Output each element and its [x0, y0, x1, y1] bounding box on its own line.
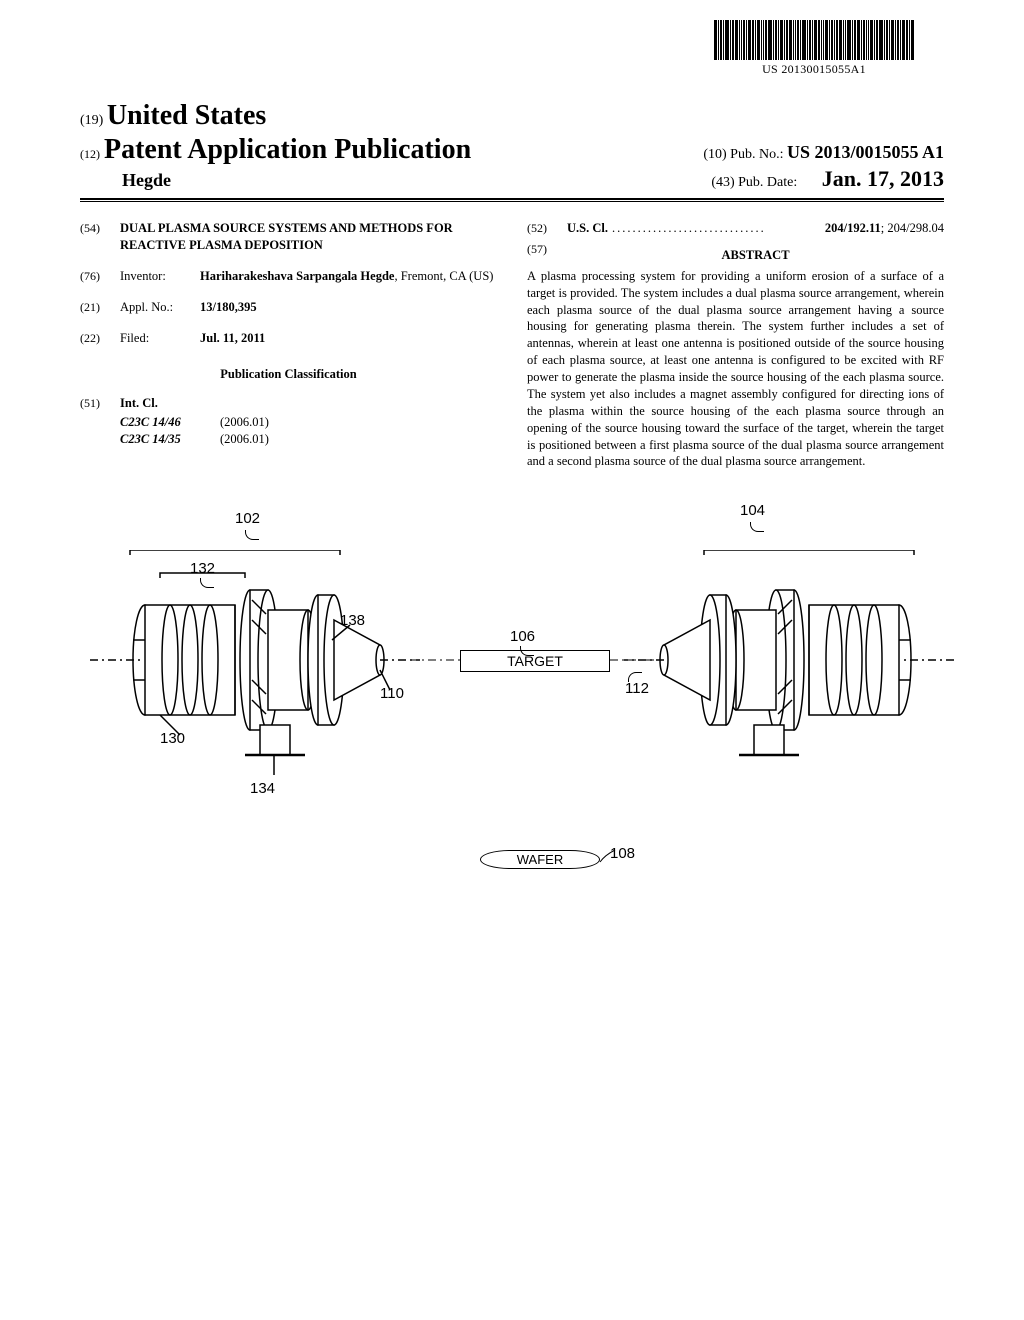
uscl-main: 204/192.11: [825, 221, 881, 235]
patent-figure: 102 104 106 108 110 112 130 132 134 138: [80, 520, 944, 970]
ref-106: 106: [510, 628, 535, 645]
inventor-label: Inventor:: [120, 268, 200, 285]
country-code: (19): [80, 113, 103, 128]
filed-field: (22) Filed: Jul. 11, 2011: [80, 330, 497, 347]
appl-no-field: (21) Appl. No.: 13/180,395: [80, 299, 497, 316]
inventor-name: Hariharakeshava Sarpangala Hegde: [200, 269, 394, 283]
divider-thin: [80, 201, 944, 202]
inventor-code: (76): [80, 268, 120, 285]
country-name: United States: [107, 100, 266, 131]
intcl-class: C23C 14/46: [120, 414, 220, 431]
publication-kind: (12) Patent Application Publication: [80, 134, 471, 166]
ref-104: 104: [740, 502, 765, 519]
uscl-label: U.S. Cl.: [567, 220, 608, 237]
pubdate-label: Pub. Date:: [738, 175, 797, 190]
intcl-row: C23C 14/46 (2006.01): [120, 414, 497, 431]
uscl-secondary: ; 204/298.04: [881, 221, 944, 235]
pubno-code: (10): [703, 147, 726, 162]
wafer-box: WAFER: [480, 850, 600, 869]
page-header: (19) United States (12) Patent Applicati…: [80, 100, 944, 202]
ref-102: 102: [235, 510, 260, 527]
invention-title-field: (54) DUAL PLASMA SOURCE SYSTEMS AND METH…: [80, 220, 497, 254]
plasma-source-right: [624, 550, 954, 790]
invention-title: DUAL PLASMA SOURCE SYSTEMS AND METHODS F…: [120, 220, 497, 254]
leader-104: [750, 522, 764, 532]
appl-code: (21): [80, 299, 120, 316]
pub-number: US 2013/0015055 A1: [787, 142, 944, 162]
appl-value: 13/180,395: [200, 299, 497, 316]
pub-number-block: (10) Pub. No.: US 2013/0015055 A1: [703, 142, 944, 163]
title-code: (54): [80, 220, 120, 254]
inventor-short: Hegde: [122, 170, 171, 191]
uscl-field: (52) U.S. Cl. ..........................…: [527, 220, 944, 237]
divider-thick: [80, 198, 944, 200]
centerline: [410, 650, 660, 670]
leader-108: [595, 850, 620, 870]
pubclass-heading: Publication Classification: [80, 366, 497, 383]
uscl-dots: ..............................: [612, 220, 821, 237]
pub-date: Jan. 17, 2013: [822, 166, 944, 191]
pubdate-code: (43): [711, 175, 734, 190]
appl-label: Appl. No.:: [120, 299, 200, 316]
pub-kind: Patent Application Publication: [104, 134, 471, 165]
right-column: (52) U.S. Cl. ..........................…: [527, 220, 944, 470]
filed-code: (22): [80, 330, 120, 347]
abstract-code: (57): [527, 241, 567, 268]
leader-102: [245, 530, 259, 540]
uscl-code: (52): [527, 220, 567, 237]
barcode-graphic: [714, 20, 914, 60]
wafer-label: WAFER: [517, 852, 563, 867]
intcl-code: (51): [80, 395, 120, 412]
filed-label: Filed:: [120, 330, 200, 347]
abstract-text: A plasma processing system for providing…: [527, 268, 944, 471]
pub-date-block: (43) Pub. Date: Jan. 17, 2013: [711, 166, 944, 192]
intcl-class: C23C 14/35: [120, 431, 220, 448]
intcl-year: (2006.01): [220, 431, 269, 448]
country-line: (19) United States: [80, 100, 944, 132]
intcl-list: C23C 14/46 (2006.01) C23C 14/35 (2006.01…: [120, 414, 497, 448]
inventor-location: Fremont, CA (US): [401, 269, 494, 283]
left-column: (54) DUAL PLASMA SOURCE SYSTEMS AND METH…: [80, 220, 497, 470]
barcode-block: US 20130015055A1: [714, 20, 914, 77]
intcl-label: Int. Cl.: [120, 395, 158, 412]
intcl-year: (2006.01): [220, 414, 269, 431]
biblio-columns: (54) DUAL PLASMA SOURCE SYSTEMS AND METH…: [80, 220, 944, 470]
intcl-row: C23C 14/35 (2006.01): [120, 431, 497, 448]
barcode-number: US 20130015055A1: [714, 62, 914, 77]
filed-value: Jul. 11, 2011: [200, 330, 497, 347]
abstract-heading: ABSTRACT: [567, 247, 944, 264]
pub-code: (12): [80, 147, 100, 161]
plasma-source-left: [90, 550, 420, 790]
inventor-field: (76) Inventor: Hariharakeshava Sarpangal…: [80, 268, 497, 285]
pubno-label: Pub. No.:: [730, 147, 783, 162]
intcl-field: (51) Int. Cl.: [80, 395, 497, 412]
